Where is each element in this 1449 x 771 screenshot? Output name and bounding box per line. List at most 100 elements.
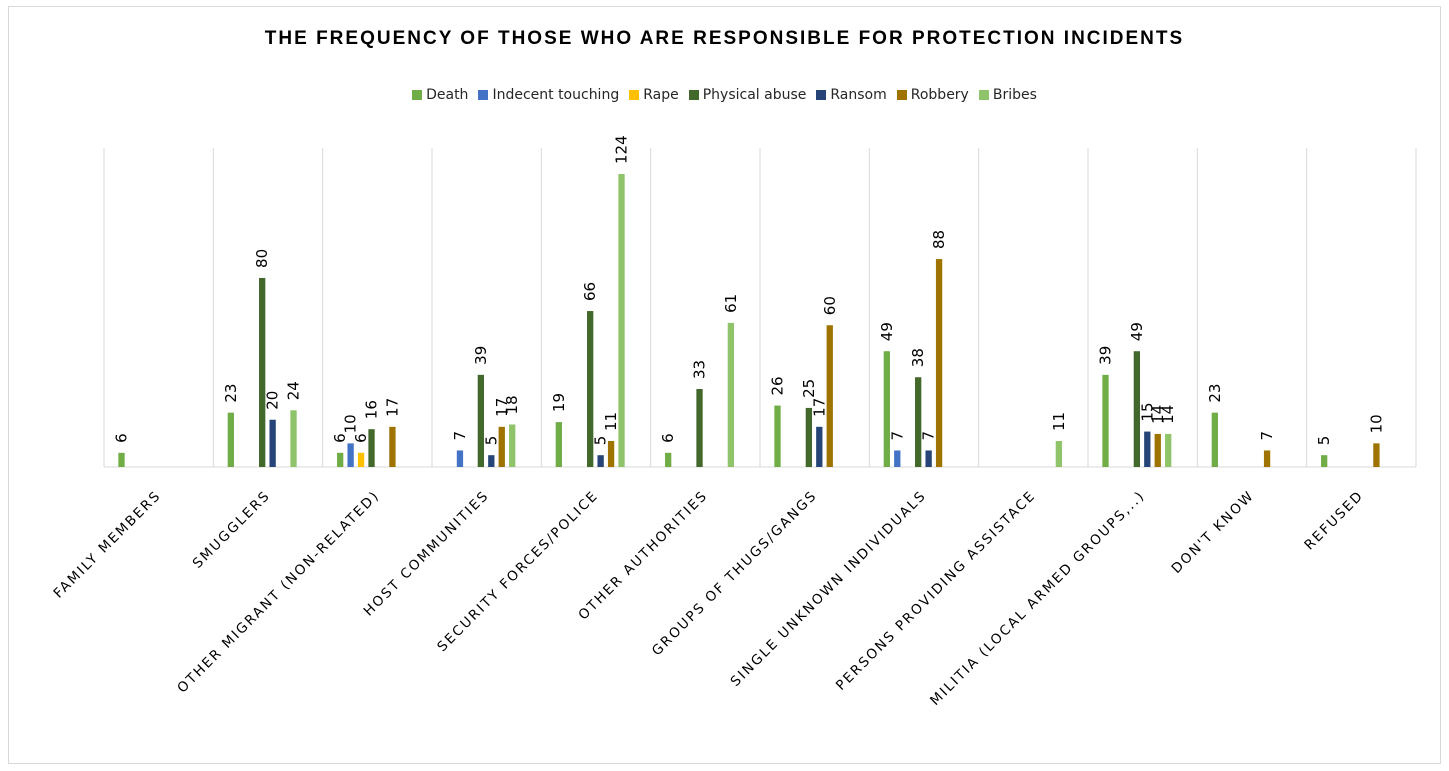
bar-physical-abuse-host-communities: [477, 374, 484, 467]
legend-item-ransom: Ransom: [816, 87, 887, 103]
data-label: 11: [1050, 412, 1068, 431]
data-label: 49: [878, 322, 896, 341]
data-label: 16: [363, 400, 381, 419]
legend-swatch: [688, 90, 699, 100]
data-label: 18: [503, 395, 521, 414]
x-tick-label: OTHER AUTHORITIES: [575, 488, 711, 624]
legend-item-indecent-touching: Indecent touching: [478, 87, 619, 103]
data-label: 6: [331, 433, 349, 443]
legend-label: Death: [426, 87, 469, 103]
data-label: 49: [1128, 322, 1146, 341]
data-label: 66: [581, 282, 599, 301]
data-label: 14: [1159, 405, 1177, 424]
bar-ransom-host-communities: [488, 455, 495, 467]
legend: Death Indecent touching Rape Physical abuse…: [0, 87, 1449, 103]
legend-swatch: [478, 90, 489, 100]
data-label: 61: [722, 294, 740, 313]
bar-physical-abuse-single-unknown-individuals: [915, 377, 922, 467]
data-label: 6: [352, 433, 370, 443]
bar-death-security-forces-police: [555, 422, 562, 467]
bar-ransom-smugglers: [269, 419, 276, 467]
data-label: 20: [264, 391, 282, 410]
data-label: 17: [383, 398, 401, 417]
bar-bribes-host-communities: [509, 424, 516, 467]
bar-ransom-militia-local-armed-groups: [1144, 431, 1151, 467]
data-label: 5: [1315, 436, 1333, 446]
legend-item-death: Death: [412, 87, 468, 103]
bar-robbery-militia-local-armed-groups: [1154, 433, 1161, 467]
bar-indecent-touching-host-communities: [456, 450, 464, 467]
legend-swatch: [629, 90, 640, 100]
legend-item-robbery: Robbery: [896, 87, 969, 103]
bar-death-groups-of-thugs-gangs: [774, 405, 781, 467]
bar-death-militia-local-armed-groups: [1102, 374, 1109, 467]
x-tick-label: SMUGGLERS: [190, 488, 274, 572]
data-label: 24: [285, 381, 303, 400]
x-tick-label: DON'T KNOW: [1169, 488, 1258, 577]
x-tick-label: FAMILY MEMBERS: [50, 488, 164, 602]
bar-death-other-authorities: [665, 452, 672, 467]
legend-label: Bribes: [992, 87, 1037, 103]
data-label: 124: [613, 135, 631, 164]
legend-label: Indecent touching: [492, 87, 620, 103]
bar-rape-other-migrant-non-related: [357, 452, 365, 467]
legend-swatch: [978, 90, 989, 100]
data-label: 23: [222, 384, 240, 403]
data-label: 17: [493, 398, 511, 417]
data-label: 19: [550, 393, 568, 412]
data-label: 17: [810, 398, 828, 417]
bar-robbery-groups-of-thugs-gangs: [826, 325, 833, 467]
legend-swatch: [816, 90, 827, 100]
data-label: 80: [253, 249, 271, 268]
legend-label: Robbery: [910, 87, 969, 103]
bar-death-refused: [1321, 455, 1328, 467]
legend-swatch: [896, 90, 907, 100]
bar-ransom-security-forces-police: [597, 455, 604, 467]
x-tick-label: MILITIA (LOCAL ARMED GROUPS,..): [927, 488, 1148, 709]
legend-item-physical-abuse: Physical abuse: [688, 87, 806, 103]
data-label: 38: [909, 348, 927, 367]
bar-death-other-migrant-non-related: [337, 452, 344, 467]
data-label: 7: [920, 431, 938, 441]
chart-area: [8, 6, 1441, 764]
bar-bribes-militia-local-armed-groups: [1165, 433, 1172, 467]
data-label: 60: [821, 296, 839, 315]
bar-robbery-other-migrant-non-related: [389, 426, 396, 467]
bar-death-smugglers: [227, 412, 234, 467]
data-label: 7: [888, 431, 906, 441]
bar-bribes-persons-providing-assistace: [1055, 441, 1063, 467]
bar-physical-abuse-security-forces-police: [587, 311, 594, 467]
bar-death-family-members: [118, 452, 125, 467]
data-label: 23: [1206, 384, 1224, 403]
chart-title: THE FREQUENCY OF THOSE WHO ARE RESPONSIB…: [264, 28, 1185, 49]
bar-death-don-t-know: [1211, 412, 1218, 467]
data-label: 7: [1258, 431, 1276, 441]
data-label: 7: [451, 431, 469, 441]
legend-item-rape: Rape: [629, 87, 679, 103]
bar-robbery-single-unknown-individuals: [935, 259, 943, 467]
bar-indecent-touching-single-unknown-individuals: [894, 450, 901, 467]
data-label: 25: [800, 379, 818, 398]
data-label: 11: [602, 412, 620, 431]
bar-physical-abuse-groups-of-thugs-gangs: [805, 407, 812, 467]
x-tick-label: REFUSED: [1301, 488, 1367, 554]
data-label: 6: [659, 433, 677, 443]
data-label: 26: [769, 376, 787, 395]
bar-bribes-smugglers: [290, 410, 297, 467]
bar-physical-abuse-other-migrant-non-related: [368, 429, 375, 467]
data-label: 33: [691, 360, 709, 379]
x-tick-label: PERSONS PROVIDING ASSISTACE: [833, 488, 1039, 694]
x-tick-label: SINGLE UNKNOWN INDIVIDUALS: [728, 488, 930, 690]
bar-indecent-touching-other-migrant-non-related: [347, 443, 354, 467]
data-label: 39: [472, 346, 490, 365]
data-label: 88: [930, 230, 948, 249]
bar-bribes-security-forces-police: [618, 173, 625, 468]
bar-death-single-unknown-individuals: [883, 351, 890, 467]
bar-ransom-groups-of-thugs-gangs: [816, 426, 823, 467]
legend-item-bribes: Bribes: [978, 87, 1037, 103]
data-label: 39: [1097, 346, 1115, 365]
bar-bribes-other-authorities: [727, 322, 735, 467]
data-label: 15: [1138, 402, 1156, 421]
legend-label: Ransom: [830, 87, 887, 103]
